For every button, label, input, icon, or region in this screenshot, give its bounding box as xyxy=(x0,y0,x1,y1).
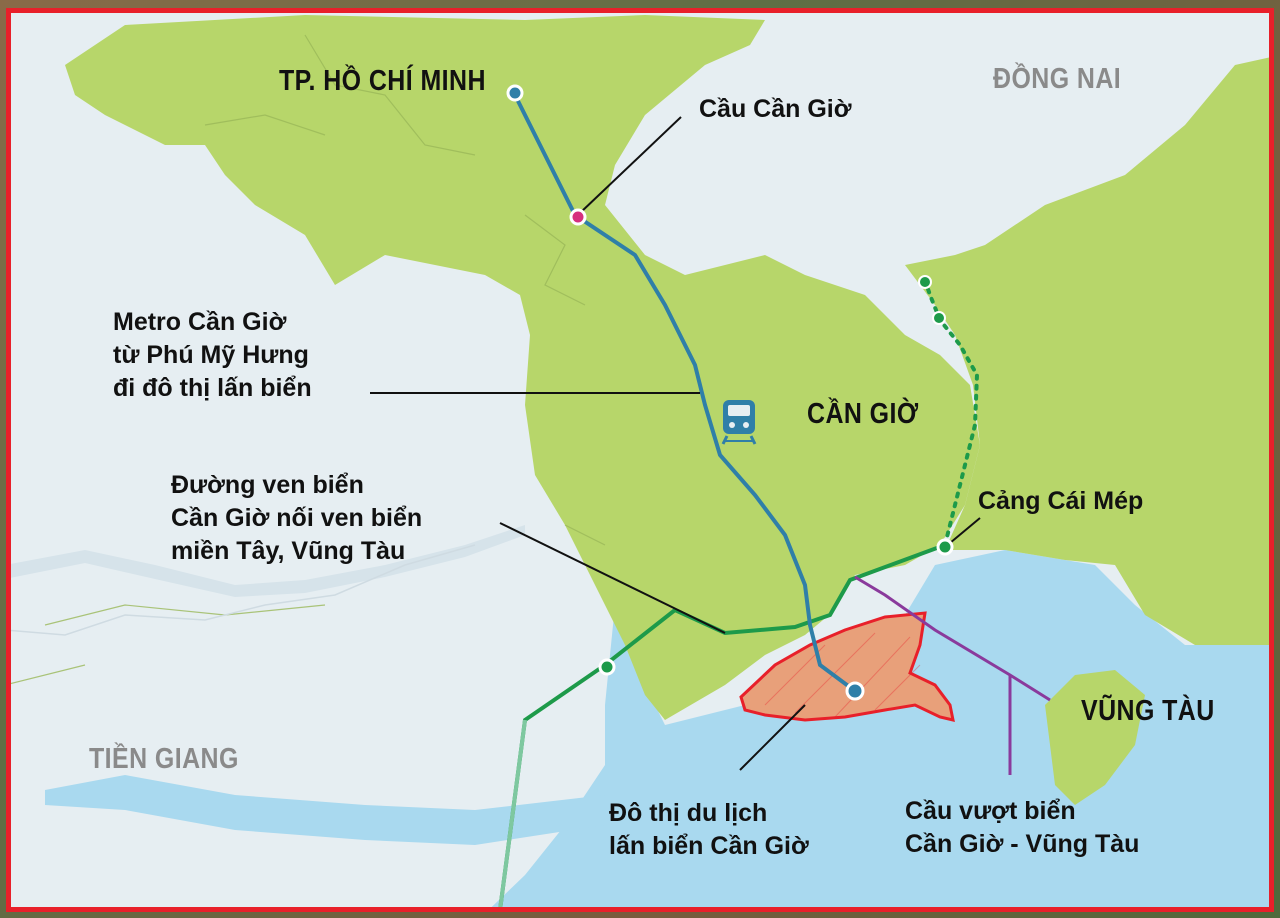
river-tien-giang xyxy=(45,775,605,845)
district-boundaries xyxy=(11,34,606,685)
label-sea-bridge-line-2: Cần Giờ - Vũng Tàu xyxy=(905,830,1140,858)
land-hcmc-can-gio xyxy=(65,15,980,720)
label-coastal-road-line-1: Đường ven biển xyxy=(171,471,364,499)
label-metro-line-3: đi đô thị lấn biển xyxy=(113,374,312,402)
station-hcmc xyxy=(506,84,524,102)
station-coastal xyxy=(598,658,616,676)
label-can-gio: CẦN GIỜ xyxy=(807,398,919,430)
label-metro: Metro Cần Giờ từ Phú Mỹ Hưng đi đô thị l… xyxy=(113,306,312,405)
dotted-road-line xyxy=(923,278,980,547)
sea-water xyxy=(491,550,1269,907)
land-dong-nai-vung-tau xyxy=(905,57,1269,645)
station-north-2 xyxy=(932,311,946,325)
label-coastal-road-line-3: miền Tây, Vũng Tàu xyxy=(171,537,406,565)
label-metro-line-2: từ Phú Mỹ Hưng xyxy=(113,341,309,369)
label-hcmc: TP. HỒ CHÍ MINH xyxy=(279,65,486,97)
label-cau-can-gio: Cầu Cần Giờ xyxy=(699,95,852,123)
map-frame: TP. HỒ CHÍ MINH ĐỒNG NAI CẦN GIỜ VŨNG TÀ… xyxy=(6,8,1274,912)
label-urban-area: Đô thị du lịch lấn biển Cần Giờ xyxy=(609,797,809,863)
label-coastal-road: Đường ven biển Cần Giờ nối ven biển miền… xyxy=(171,469,422,568)
station-urban-area xyxy=(845,681,865,701)
urban-reclamation-area xyxy=(739,611,955,722)
train-icon xyxy=(721,400,757,445)
land-vung-tau-peninsula xyxy=(1045,670,1145,805)
label-cai-mep: Cảng Cái Mép xyxy=(978,487,1144,515)
label-sea-bridge: Cầu vượt biển Cần Giờ - Vũng Tàu xyxy=(905,795,1139,861)
label-urban-area-line-2: lấn biển Cần Giờ xyxy=(609,832,809,860)
province-border xyxy=(11,544,476,636)
label-dong-nai: ĐỒNG NAI xyxy=(993,63,1122,95)
station-cau-can-gio xyxy=(569,208,587,226)
label-coastal-road-line-2: Cần Giờ nối ven biển xyxy=(171,504,423,532)
station-north-1 xyxy=(918,275,932,289)
label-metro-line-1: Metro Cần Giờ xyxy=(113,308,287,336)
map-canvas xyxy=(11,13,1269,907)
river-upper xyxy=(11,525,525,597)
label-urban-area-line-1: Đô thị du lịch xyxy=(609,799,768,827)
label-tien-giang: TIỀN GIANG xyxy=(89,743,239,775)
sea-bridge-line xyxy=(854,575,1051,775)
station-cai-mep xyxy=(936,538,954,556)
label-sea-bridge-line-1: Cầu vượt biển xyxy=(905,797,1076,825)
callout-lines xyxy=(370,116,981,771)
label-vung-tau: VŨNG TÀU xyxy=(1081,695,1215,727)
